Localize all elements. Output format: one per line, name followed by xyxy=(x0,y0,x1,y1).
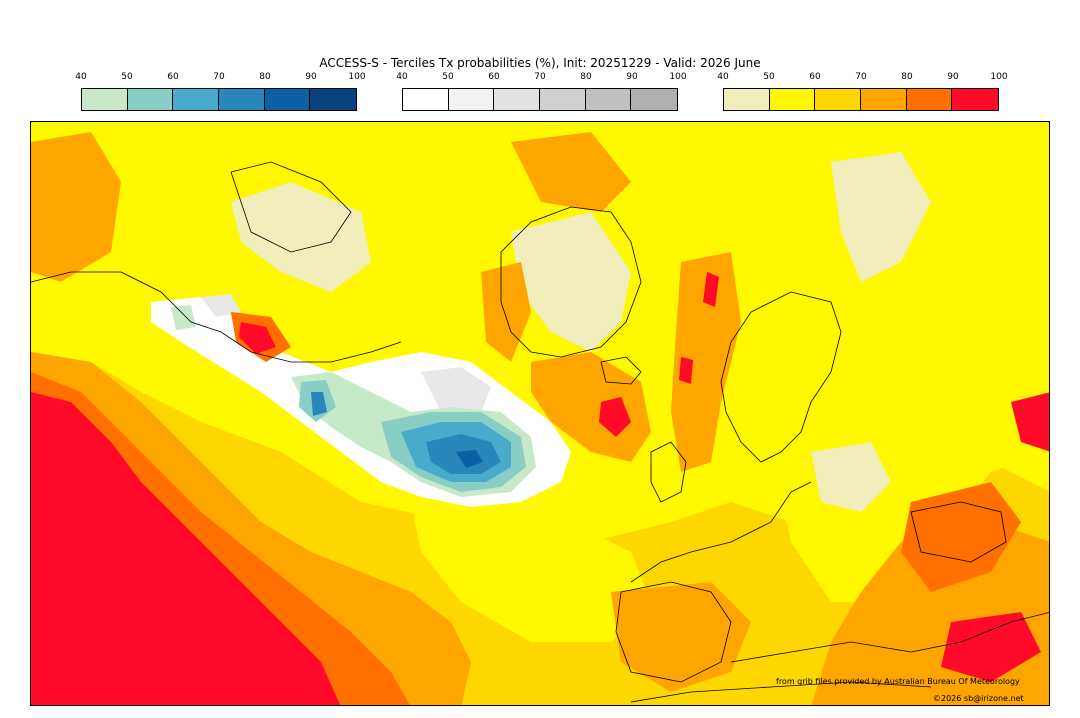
yellow-europe xyxy=(771,362,1049,602)
legend-tick-label: 60 xyxy=(167,72,179,82)
legend-tick-label: 100 xyxy=(669,72,687,82)
legend-swatch xyxy=(540,89,586,110)
legend-tick-label: 80 xyxy=(901,72,913,82)
orange-north-west xyxy=(31,132,121,282)
coast-british-isles xyxy=(650,441,687,503)
yellow-atlantic-lobe xyxy=(411,502,651,642)
legend-tick-label: 80 xyxy=(580,72,592,82)
pale-north-russia xyxy=(831,152,931,282)
teal-small-blob xyxy=(171,305,196,330)
coast-iceland xyxy=(600,356,642,385)
red-east-med xyxy=(941,612,1041,682)
legend-swatch xyxy=(310,89,357,110)
legend-above-normal: 40 50 60 70 80 90 100 xyxy=(717,70,1008,112)
orange-norway xyxy=(671,252,741,472)
red-caspian xyxy=(1011,392,1049,452)
coast-arctic-canada xyxy=(230,161,352,253)
legend-tick-label: 50 xyxy=(121,72,133,82)
legend-swatch xyxy=(724,89,770,110)
legend-color-bar xyxy=(81,88,357,111)
legend-tick-label: 100 xyxy=(990,72,1008,82)
legend-tick-label: 70 xyxy=(855,72,867,82)
chart-title: ACCESS-S - Terciles Tx probabilities (%)… xyxy=(319,56,761,70)
legend-tick-label: 100 xyxy=(348,72,366,82)
grey-patch-2 xyxy=(201,294,241,317)
coast-iberia xyxy=(615,581,732,683)
coast-labrador xyxy=(31,271,402,363)
legend-tick-label: 90 xyxy=(626,72,638,82)
data-source-credit: from grib files provided by Australian B… xyxy=(776,677,1020,686)
orange-north-atlantic-east xyxy=(511,132,631,212)
legend-swatch xyxy=(264,89,311,110)
pale-greenland xyxy=(511,212,631,352)
legend-swatch xyxy=(127,89,174,110)
legend-ticks: 40 50 60 70 80 90 100 xyxy=(396,70,686,86)
pale-canada xyxy=(231,182,371,292)
legend-swatch xyxy=(82,89,128,110)
legend-color-bar xyxy=(723,88,999,111)
legend-tick-label: 70 xyxy=(213,72,225,82)
legend-swatch xyxy=(173,89,220,110)
legend-swatch xyxy=(906,89,953,110)
legend-tick-label: 70 xyxy=(534,72,546,82)
orange-iceland-sea xyxy=(531,352,651,462)
blue-dark-region xyxy=(456,450,483,468)
legend-tick-label: 40 xyxy=(396,72,408,82)
legend-below-normal: 40 50 60 70 80 90 100 xyxy=(75,70,366,112)
pale-eastern-europe xyxy=(811,442,891,512)
coast-greenland xyxy=(500,206,642,358)
probability-map xyxy=(30,121,1050,706)
red-norway-2 xyxy=(679,357,693,384)
legend-swatch xyxy=(952,89,999,110)
coast-med xyxy=(730,612,1049,663)
legend-ticks: 40 50 60 70 80 90 100 xyxy=(75,70,365,86)
red-labrador xyxy=(239,322,276,354)
legend-tick-label: 50 xyxy=(763,72,775,82)
coastlines xyxy=(31,161,1049,703)
legend-tick-label: 50 xyxy=(442,72,454,82)
grey-patch-1 xyxy=(421,367,491,412)
orange-greenland-east xyxy=(481,262,531,362)
legend-swatch xyxy=(631,89,678,110)
legend-tick-label: 40 xyxy=(717,72,729,82)
legend-swatch xyxy=(585,89,632,110)
coast-europe-west xyxy=(630,481,812,583)
legend-swatch xyxy=(815,89,862,110)
coast-north-africa xyxy=(630,681,932,703)
legend-tick-label: 60 xyxy=(809,72,821,82)
legend-tick-label: 90 xyxy=(947,72,959,82)
legend-tick-label: 90 xyxy=(305,72,317,82)
red-west-atlantic xyxy=(31,392,341,705)
copyright-credit: ©2026 sb@irizone.net xyxy=(933,694,1024,703)
legend-swatch xyxy=(861,89,907,110)
red-iceland-sea xyxy=(599,397,631,437)
legend-ticks: 40 50 60 70 80 90 100 xyxy=(717,70,1007,86)
legend-tick-label: 60 xyxy=(488,72,500,82)
red-norway-1 xyxy=(703,272,719,307)
coast-black-sea xyxy=(910,501,1007,563)
coast-scandinavia xyxy=(720,291,842,463)
legend-swatch xyxy=(769,89,816,110)
legend-swatch xyxy=(403,89,449,110)
legend-swatch xyxy=(219,89,265,110)
blue-west-blob xyxy=(311,392,327,416)
legend-swatch xyxy=(494,89,541,110)
legend-near-normal: 40 50 60 70 80 90 100 xyxy=(396,70,687,112)
legend-swatch xyxy=(448,89,495,110)
legend-color-bar xyxy=(402,88,678,111)
legend-tick-label: 40 xyxy=(75,72,87,82)
legend-tick-label: 80 xyxy=(259,72,271,82)
